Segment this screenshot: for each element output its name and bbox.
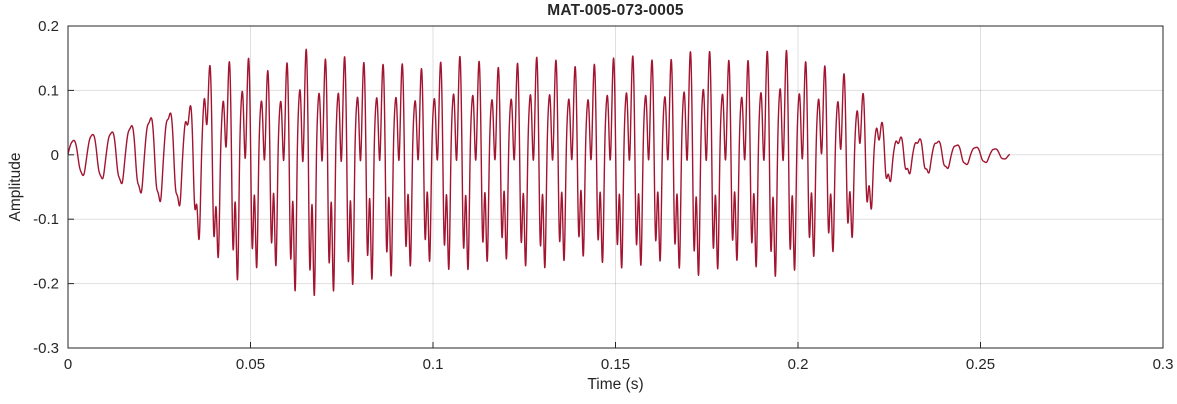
- x-axis-label: Time (s): [587, 376, 644, 393]
- x-tick-label: 0.15: [601, 356, 630, 373]
- y-axis-label: Amplitude: [7, 152, 24, 222]
- y-tick-label: -0.3: [33, 340, 59, 357]
- y-tick-label: 0.2: [38, 18, 59, 35]
- waveform-path: [67, 48, 1011, 297]
- y-tick-label: 0.1: [38, 82, 59, 99]
- x-tick-label: 0.2: [788, 356, 809, 373]
- chart-title: MAT-005-073-0005: [547, 2, 684, 19]
- x-tick-label: 0.25: [966, 356, 995, 373]
- y-tick-label: -0.1: [33, 211, 59, 228]
- x-tick-label: 0.3: [1153, 356, 1174, 373]
- x-tick-label: 0.05: [236, 356, 265, 373]
- x-tick-label: 0.1: [423, 356, 444, 373]
- y-tick-label: -0.2: [33, 276, 59, 293]
- y-tick-label: 0: [51, 147, 59, 164]
- x-tick-label: 0: [64, 356, 72, 373]
